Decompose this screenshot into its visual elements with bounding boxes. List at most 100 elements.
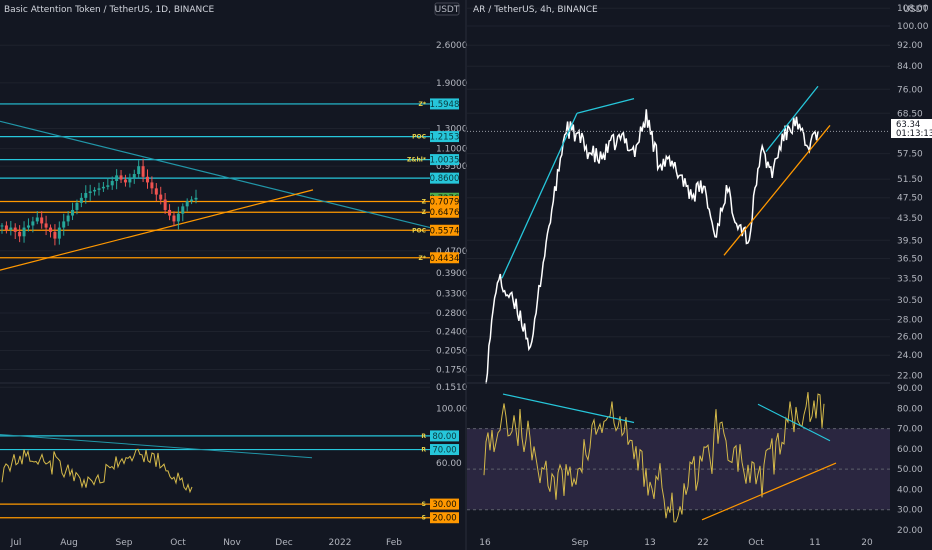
candle[interactable]	[57, 221, 61, 245]
candle[interactable]	[49, 224, 52, 238]
candle-body	[101, 186, 105, 189]
candle-body	[168, 209, 172, 216]
candle-body	[75, 202, 79, 210]
candle-body	[163, 199, 167, 210]
ar-trend-top[interactable]	[576, 97, 635, 114]
ar-trend-up[interactable]	[501, 112, 578, 279]
candle[interactable]	[66, 210, 70, 226]
candle[interactable]	[181, 203, 185, 222]
candle[interactable]	[31, 216, 35, 233]
candle[interactable]	[110, 176, 114, 190]
candle[interactable]	[44, 215, 48, 236]
candle[interactable]	[185, 198, 189, 212]
candle[interactable]	[159, 186, 163, 205]
left-y-tick-label: 1.9000	[436, 79, 468, 89]
right-y-tick-label: 100.00	[897, 22, 929, 32]
candle[interactable]	[71, 202, 75, 221]
candle[interactable]	[101, 181, 105, 192]
candle[interactable]	[132, 169, 136, 184]
left-chart-panel[interactable]: Z* POC Z&hl* ZZ POC Z* 2.6000 1.9000 1.3000 1.10…	[0, 2, 468, 548]
candle-body	[159, 194, 163, 200]
candle[interactable]	[115, 169, 119, 190]
right-currency-label: USDT	[903, 5, 928, 15]
descending-trendline[interactable]	[0, 120, 431, 229]
candle[interactable]	[93, 187, 97, 196]
candle[interactable]	[75, 199, 79, 215]
candle[interactable]	[194, 189, 198, 204]
candle[interactable]	[62, 213, 66, 236]
candle[interactable]	[88, 184, 92, 201]
candle[interactable]	[26, 218, 30, 232]
candle[interactable]	[4, 221, 8, 234]
candle[interactable]	[150, 176, 154, 194]
left-x-tick-label: Feb	[386, 538, 402, 548]
candle[interactable]	[172, 211, 176, 227]
left-y-tick-label: 0.4700	[436, 247, 468, 257]
candle-body	[13, 227, 17, 232]
candle[interactable]	[137, 160, 141, 178]
candle[interactable]	[123, 174, 127, 187]
left-currency-label: USDT	[435, 5, 460, 15]
level-marker: Z	[422, 209, 427, 216]
candle[interactable]	[0, 223, 4, 234]
left-y-tick-label: 2.6000	[436, 41, 468, 51]
left-rsi-line[interactable]	[1, 448, 193, 494]
rsi-trendline[interactable]	[0, 434, 313, 459]
right-y-tick-label: 47.50	[897, 194, 923, 204]
candle-body	[106, 185, 110, 187]
right-x-tick-label: 16	[479, 538, 491, 548]
candle[interactable]	[190, 196, 194, 205]
right-chart-panel[interactable]: 108.00 100.00 92.00 84.00 76.00 68.50 57.50 51.…	[467, 4, 932, 548]
candle[interactable]	[40, 211, 44, 229]
level-marker: POC	[412, 134, 426, 141]
right-y-tick-label: 26.00	[897, 333, 923, 343]
candle[interactable]	[79, 192, 83, 208]
rsi-support-line[interactable]	[701, 462, 837, 521]
candle[interactable]	[154, 183, 158, 202]
right-x-tick-label: 11	[809, 538, 820, 548]
ar-channel-top[interactable]	[765, 85, 819, 153]
rsi-channel-top[interactable]	[757, 403, 831, 442]
left-x-tick-label: Jul	[10, 538, 22, 548]
candle[interactable]	[119, 170, 123, 183]
level-tag-value: 0.8600	[430, 174, 460, 184]
candle[interactable]	[146, 169, 149, 189]
left-x-tick-label: Dec	[275, 538, 292, 548]
candle-body	[176, 213, 180, 222]
candle[interactable]	[168, 204, 172, 221]
candle[interactable]	[97, 182, 101, 196]
level-tag	[430, 98, 459, 110]
candle[interactable]	[13, 223, 17, 239]
left-y-tick-label: 0.3900	[436, 269, 468, 279]
candle-body	[53, 231, 57, 239]
candle[interactable]	[128, 173, 132, 188]
candle[interactable]	[106, 177, 110, 190]
candle-body	[97, 188, 101, 190]
ar-support-line[interactable]	[723, 124, 831, 256]
price-line[interactable]	[485, 109, 819, 384]
right-y-tick-label: 36.50	[897, 254, 923, 264]
candle[interactable]	[35, 211, 39, 225]
rsi-divergence-top[interactable]	[502, 393, 635, 424]
level-tag	[430, 206, 459, 218]
ascending-trendline[interactable]	[0, 189, 314, 271]
candle[interactable]	[9, 220, 13, 236]
candle[interactable]	[163, 193, 167, 214]
candle-body	[31, 221, 35, 226]
left-currency-box[interactable]	[434, 2, 460, 16]
candle-body	[18, 231, 22, 237]
candle[interactable]	[53, 224, 57, 246]
left-y-tick-label: 0.3300	[436, 289, 468, 299]
candle-body	[154, 188, 158, 195]
candle[interactable]	[22, 221, 26, 243]
right-x-tick-label: 22	[697, 538, 708, 548]
candle[interactable]	[18, 225, 22, 243]
rsi-level-marker: R	[421, 433, 426, 440]
candle[interactable]	[176, 206, 180, 230]
right-rsi-line[interactable]	[483, 392, 825, 523]
level-tag	[430, 252, 459, 264]
level-marker: POC	[412, 227, 426, 234]
right-x-tick-label: 20	[861, 538, 873, 548]
candle[interactable]	[141, 158, 145, 183]
candle[interactable]	[84, 185, 88, 204]
